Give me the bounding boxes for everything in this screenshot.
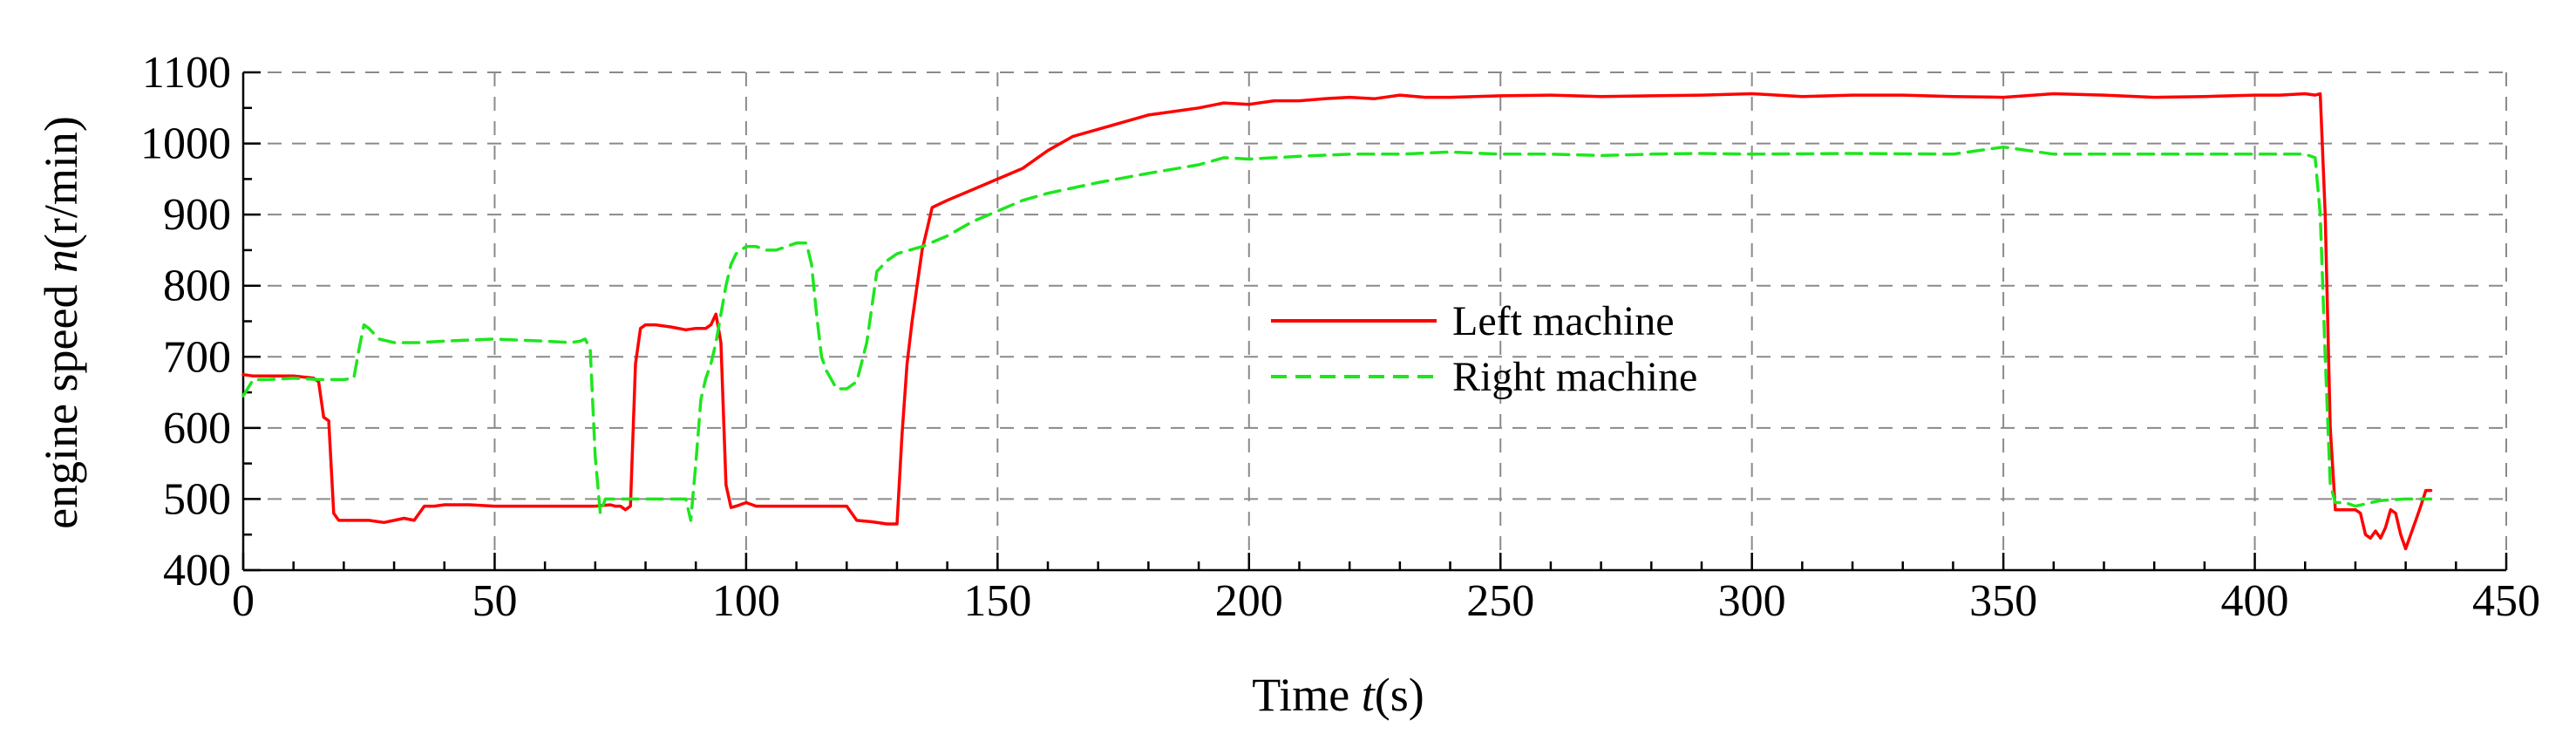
x-tick-label-200: 200 xyxy=(1215,576,1283,626)
x-tick-label-100: 100 xyxy=(712,576,780,626)
legend: Left machine Right machine xyxy=(1271,298,1697,400)
x-tick-label-0: 0 xyxy=(232,576,255,626)
series-line-right-machine xyxy=(241,145,2433,522)
y-tick-label-900: 900 xyxy=(163,190,231,240)
x-tick-label-300: 300 xyxy=(1718,576,1786,626)
y-axis-title: engine speed n(r/min) xyxy=(35,116,87,529)
x-tick-label-50: 50 xyxy=(472,576,517,626)
y-tick-label-700: 700 xyxy=(163,332,231,382)
series-line-left-machine xyxy=(241,92,2433,551)
y-tick-label-1100: 1100 xyxy=(142,48,231,98)
x-tick-label-150: 150 xyxy=(963,576,1031,626)
y-tick-label-600: 600 xyxy=(163,404,231,453)
tick-marks xyxy=(241,71,2508,572)
series-lines xyxy=(241,92,2433,551)
x-tick-label-400: 400 xyxy=(2221,576,2289,626)
y-tick-label-1000: 1000 xyxy=(140,119,231,169)
x-axis-title: Time t(s) xyxy=(1252,669,1424,721)
tick-labels: 0 50 100 150 200 250 300 350 400 450 400 500 600 700 8… xyxy=(140,48,2540,626)
x-tick-label-350: 350 xyxy=(1969,576,2037,626)
legend-label-right-machine: Right machine xyxy=(1452,354,1697,400)
y-tick-label-400: 400 xyxy=(163,546,231,595)
legend-label-left-machine: Left machine xyxy=(1452,298,1675,344)
grid-lines xyxy=(243,71,2507,570)
y-tick-label-800: 800 xyxy=(163,262,231,311)
y-tick-label-500: 500 xyxy=(163,474,231,524)
x-tick-label-450: 450 xyxy=(2472,576,2540,626)
x-tick-label-250: 250 xyxy=(1466,576,1534,626)
